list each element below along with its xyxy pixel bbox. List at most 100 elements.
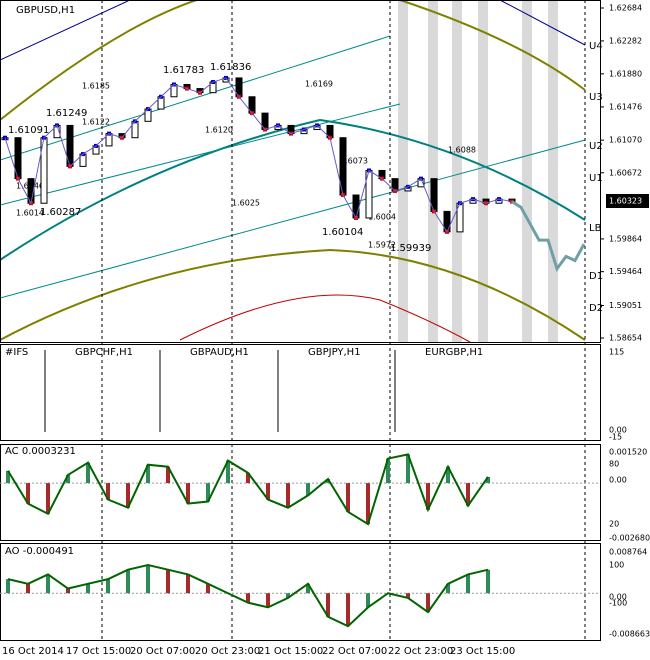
price-annotation: 1.59939 — [390, 243, 431, 254]
level-label: U4 — [589, 41, 603, 52]
ac-bar — [326, 479, 330, 484]
panel-title: #IFS — [5, 347, 28, 358]
price-annotation: 1.6169 — [305, 80, 333, 89]
ao-bar — [206, 583, 210, 594]
pair-label: GBPCHF,H1 — [75, 347, 133, 358]
ao-axis-label: -100 — [609, 599, 627, 608]
ac-axis-label: 0.00 — [609, 476, 627, 485]
ao-bar — [486, 569, 490, 594]
price-annotation: 1.6088 — [448, 146, 476, 155]
ao-line — [7, 563, 489, 628]
ao-axis-label: 0.008764 — [609, 548, 647, 557]
price-annotation: 1.6185 — [82, 82, 110, 91]
ao-bar — [426, 593, 430, 613]
ac-bar — [266, 483, 270, 500]
pair-label: EURGBP,H1 — [425, 347, 483, 358]
ao-bar — [286, 593, 290, 598]
ifs-axis-label: 0.00 — [609, 426, 627, 435]
price-label: 1.62684 — [609, 4, 642, 13]
date-label: 21 Oct 15:00 — [258, 646, 323, 657]
date-label: 17 Oct 15:00 — [66, 646, 131, 657]
ao-bar — [146, 565, 150, 594]
date-label: 16 Oct 2014 — [2, 646, 64, 657]
price-annotation: 1.60287 — [40, 207, 81, 218]
level-label: LB — [589, 223, 602, 234]
level-label: D2 — [589, 303, 603, 314]
frames — [0, 0, 601, 641]
date-label: 20 Oct 07:00 — [130, 646, 195, 657]
ac-bar — [426, 483, 430, 510]
price-annotation: 1.6014 — [16, 209, 44, 218]
price-label: 1.61070 — [609, 136, 642, 145]
ac-bar — [286, 483, 290, 508]
ac-bar — [226, 460, 230, 484]
price-annotation: 1.6122 — [82, 118, 110, 127]
ao-bar — [326, 593, 330, 617]
level-label: U2 — [589, 141, 603, 152]
ac-axis-label: 80 — [609, 460, 619, 469]
ao-bar — [126, 569, 130, 594]
price-label: 1.62282 — [609, 36, 642, 45]
ao-bar — [406, 593, 410, 598]
ac-axis-label: -0.002680 — [609, 534, 650, 543]
price-annotation: 1.61249 — [46, 108, 87, 119]
ao-bar — [306, 583, 310, 594]
pair-label: GBPJPY,H1 — [308, 347, 361, 358]
ac-bar — [86, 462, 90, 484]
date-label: 22 Oct 07:00 — [322, 646, 387, 657]
price-annotation: 1.6025 — [232, 199, 260, 208]
ao-bar — [466, 574, 470, 594]
ac-bar — [466, 483, 470, 506]
ac-bar — [106, 483, 110, 500]
ao-bar — [246, 593, 250, 603]
price-annotation: 1.61783 — [163, 65, 204, 76]
pair-label: GBPAUD,H1 — [190, 347, 249, 358]
ao-bar — [66, 588, 70, 594]
panel-title: AC 0.0003231 — [5, 446, 76, 457]
ac-bar — [46, 483, 50, 514]
ao-bar — [186, 574, 190, 594]
ac-bar — [366, 483, 370, 525]
current-price-box — [606, 194, 649, 208]
channels — [0, 0, 586, 343]
ac-bar — [146, 464, 150, 484]
ao-bar — [366, 593, 370, 608]
ac-bar — [306, 483, 310, 496]
ao-axis-label: -0.008663 — [609, 630, 650, 639]
ac-bar — [486, 476, 490, 484]
ac-line — [7, 453, 489, 526]
date-label: 20 Oct 23:00 — [195, 646, 260, 657]
price-annotation: 1.5972 — [368, 241, 396, 250]
ao-bar — [46, 574, 50, 594]
ac-axis-label: 0.001520 — [609, 448, 647, 457]
ao-bar — [446, 583, 450, 594]
price-annotation: 1.61836 — [210, 62, 251, 73]
period-separators — [101, 0, 586, 640]
ac-bar — [6, 470, 10, 484]
time-bands — [398, 0, 558, 342]
price-label: 1.58654 — [609, 334, 642, 343]
ac-bar — [186, 483, 190, 504]
price-label: 1.59464 — [609, 267, 642, 276]
price-label: 1.61880 — [609, 69, 642, 78]
ao-bar — [106, 579, 110, 594]
ac-bar — [446, 466, 450, 484]
ac-bar — [246, 472, 250, 484]
ac-bar — [126, 483, 130, 508]
ac-axis-label: 20 — [609, 520, 619, 529]
ao-axis-label: 100 — [609, 561, 624, 570]
ao-bar — [346, 593, 350, 627]
symbol-title: GBPUSD,H1 — [16, 5, 75, 16]
ac-bar — [66, 474, 70, 484]
ifs-axis-label: 115 — [609, 348, 624, 357]
price-label: 1.59051 — [609, 301, 642, 310]
price-annotation: 1.6120 — [205, 126, 233, 135]
ac-bar — [346, 483, 350, 512]
ao-bar — [266, 593, 270, 608]
ao-bar — [6, 579, 10, 594]
price-label: 1.60672 — [609, 168, 642, 177]
level-label: D1 — [589, 271, 603, 282]
